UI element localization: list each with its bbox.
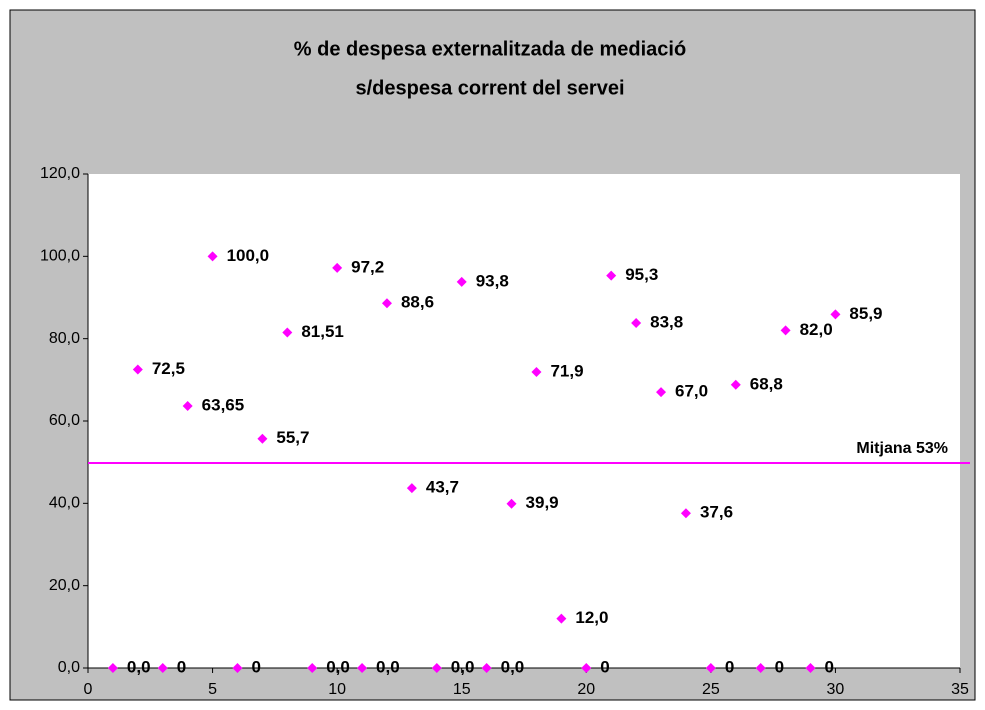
point xyxy=(780,325,791,336)
data-label: 88,6 xyxy=(401,293,434,312)
point xyxy=(357,663,368,673)
data-label: 0,0 xyxy=(501,657,525,676)
y-tick-label: 40,0 xyxy=(49,495,80,512)
y-tick-label: 20,0 xyxy=(49,577,80,594)
point xyxy=(581,663,592,673)
chart-title: s/despesa corrent del servei xyxy=(355,77,624,99)
x-tick-label: 30 xyxy=(827,681,845,698)
data-label: 83,8 xyxy=(650,313,683,332)
point xyxy=(232,663,243,673)
data-label: 0,0 xyxy=(376,657,400,676)
data-label: 43,7 xyxy=(426,478,459,497)
point xyxy=(656,387,667,398)
data-label: 0 xyxy=(251,657,260,676)
data-label: 85,9 xyxy=(849,304,882,323)
point xyxy=(456,276,467,287)
data-label: 81,51 xyxy=(301,322,344,341)
chart-title: % de despesa externalitzada de mediació xyxy=(294,38,686,60)
point xyxy=(805,663,816,673)
y-tick-label: 100,0 xyxy=(40,248,80,265)
point xyxy=(730,379,741,390)
x-tick-label: 20 xyxy=(577,681,595,698)
plot-area xyxy=(88,174,960,668)
data-label: 0,0 xyxy=(127,657,151,676)
point xyxy=(705,663,716,673)
data-label: 68,8 xyxy=(750,374,783,393)
data-label: 0 xyxy=(600,657,609,676)
data-label: 67,0 xyxy=(675,382,708,401)
point xyxy=(132,364,143,375)
point xyxy=(107,663,118,673)
data-label: 100,0 xyxy=(227,246,270,265)
point xyxy=(182,400,193,411)
data-label: 12,0 xyxy=(575,608,608,627)
point xyxy=(631,318,642,329)
point xyxy=(606,270,617,281)
y-tick-label: 80,0 xyxy=(49,330,80,347)
point xyxy=(506,498,517,509)
data-label: 55,7 xyxy=(276,428,309,447)
data-label: 0,0 xyxy=(326,657,350,676)
data-label: 71,9 xyxy=(550,361,583,380)
data-label: 0 xyxy=(177,657,186,676)
x-tick-label: 10 xyxy=(328,681,346,698)
y-tick-label: 120,0 xyxy=(40,165,80,182)
x-tick-label: 15 xyxy=(453,681,471,698)
point xyxy=(680,508,691,519)
point xyxy=(332,262,343,273)
mean-label: Mitjana 53% xyxy=(856,440,948,457)
point xyxy=(481,663,492,673)
data-label: 95,3 xyxy=(625,265,658,284)
point xyxy=(830,309,841,320)
point xyxy=(207,251,218,262)
data-label: 0 xyxy=(825,657,834,676)
data-label: 63,65 xyxy=(202,395,245,414)
data-label: 0,0 xyxy=(451,657,475,676)
data-label: 72,5 xyxy=(152,359,185,378)
point xyxy=(307,663,318,673)
data-label: 37,6 xyxy=(700,503,733,522)
x-tick-label: 35 xyxy=(951,681,969,698)
data-label: 82,0 xyxy=(800,320,833,339)
data-label: 0 xyxy=(725,657,734,676)
point xyxy=(257,433,268,444)
x-tick-label: 0 xyxy=(84,681,93,698)
data-label: 39,9 xyxy=(526,493,559,512)
point xyxy=(406,483,417,494)
point xyxy=(531,367,542,378)
data-label: 0 xyxy=(775,657,784,676)
x-tick-label: 25 xyxy=(702,681,720,698)
x-tick-label: 5 xyxy=(208,681,217,698)
data-label: 97,2 xyxy=(351,257,384,276)
point xyxy=(556,613,567,624)
point xyxy=(431,663,442,673)
y-tick-label: 0,0 xyxy=(58,659,80,676)
point xyxy=(157,663,168,673)
point xyxy=(282,327,293,338)
data-label: 93,8 xyxy=(476,271,509,290)
point xyxy=(755,663,766,673)
point xyxy=(381,298,392,309)
y-tick-label: 60,0 xyxy=(49,412,80,429)
